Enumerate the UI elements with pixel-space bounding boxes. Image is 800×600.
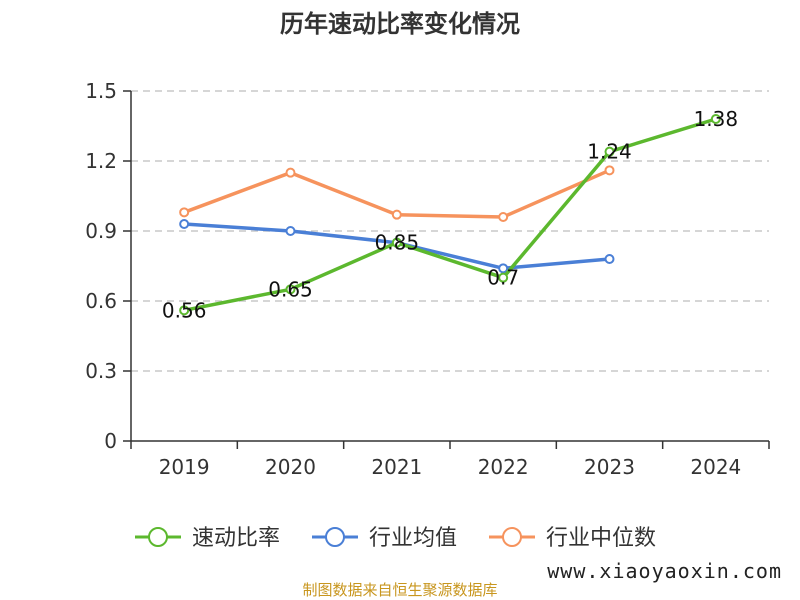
series-0-point-2022 — [498, 272, 509, 283]
legend-marker-0 — [148, 527, 168, 547]
legend-marker-2 — [502, 527, 522, 547]
series-1-point-2019 — [179, 219, 190, 229]
series-0-point-2024 — [710, 114, 721, 124]
watermark: www.xiaoyaoxin.com — [547, 559, 782, 583]
series-2-point-2020 — [285, 167, 296, 178]
x-tick-label-2020: 2020 — [265, 455, 316, 479]
y-tick-label-1: 0.3 — [85, 359, 117, 383]
y-tick-label-4: 1.2 — [85, 149, 117, 173]
legend-label-2: 行业中位数 — [546, 526, 656, 551]
series-2-point-2019 — [179, 207, 190, 218]
y-tick-label-5: 1.5 — [85, 79, 117, 103]
legend-label-1: 行业均值 — [369, 526, 457, 551]
series-0-point-2023 — [604, 146, 615, 157]
y-tick-label-2: 0.6 — [85, 289, 117, 313]
source-note: 制图数据来自恒生聚源数据库 — [302, 581, 498, 599]
series-2-point-2023 — [604, 165, 615, 176]
series-0-point-2020 — [285, 284, 296, 295]
axes — [130, 91, 769, 442]
series-1-point-2023 — [604, 254, 615, 264]
data-label-2023: 1.24 — [587, 140, 632, 164]
y-tick-label-3: 0.9 — [85, 219, 117, 243]
series-1-point-2020 — [285, 226, 296, 236]
series-lines — [179, 114, 721, 316]
x-tick-label-2021: 2021 — [371, 455, 422, 479]
series-0-point-2021 — [391, 237, 402, 248]
y-tick-label-0: 0 — [104, 429, 117, 453]
legend-item-1: 行业均值 — [312, 526, 457, 551]
legend-marker-1 — [325, 527, 345, 547]
x-tick-label-2022: 2022 — [478, 455, 529, 479]
legend: 速动比率 行业均值 行业中位数 — [135, 526, 656, 551]
data-label-2020: 0.65 — [268, 277, 313, 301]
series-2-point-2022 — [498, 212, 509, 222]
y-axis-ticks: 0 0.3 0.6 0.9 1.2 1.5 — [85, 79, 131, 453]
data-label-2021: 0.85 — [375, 231, 420, 255]
data-label-2019: 0.56 — [162, 298, 207, 322]
series-2-point-2021 — [391, 209, 402, 220]
legend-item-2: 行业中位数 — [489, 526, 656, 551]
x-axis-ticks: 2019 2020 2021 2022 2023 2024 — [130, 441, 770, 479]
chart-title: 历年速动比率变化情况 — [280, 10, 520, 38]
legend-label-0: 速动比率 — [192, 526, 280, 551]
x-tick-label-2019: 2019 — [159, 455, 210, 479]
legend-item-0: 速动比率 — [135, 526, 280, 551]
series-0-point-2019 — [179, 305, 190, 316]
x-tick-label-2024: 2024 — [690, 455, 741, 479]
x-tick-label-2023: 2023 — [584, 455, 635, 479]
gridlines — [131, 90, 769, 372]
data-label-2022: 0.7 — [487, 266, 519, 290]
data-labels: 0.56 0.65 0.85 0.7 1.24 1.38 — [162, 107, 738, 322]
series-1-point-2022 — [498, 263, 509, 274]
series-line-0 — [183, 117, 717, 313]
data-label-2024: 1.38 — [694, 107, 739, 131]
